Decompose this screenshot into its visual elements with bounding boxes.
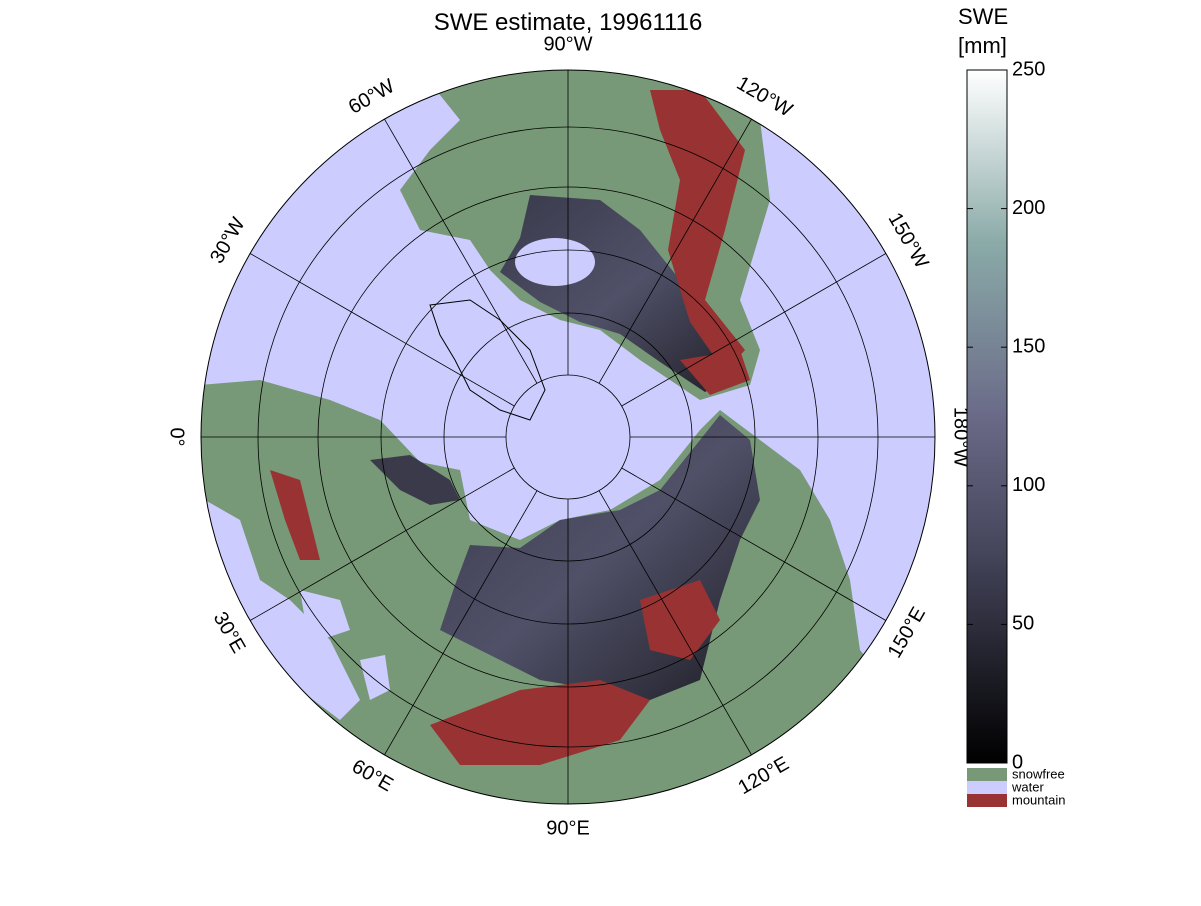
legend-label: mountain: [1012, 792, 1065, 807]
meridian-label: 90°E: [546, 817, 590, 839]
meridian: [249, 467, 515, 621]
colorbar: [966, 69, 1008, 764]
meridian: [384, 490, 538, 756]
scandinavia-snow: [370, 455, 460, 505]
meridian: [621, 253, 887, 407]
meridian-label: 30°E: [209, 608, 250, 657]
alaska-mountains: [680, 350, 750, 395]
colorbar-tick-label: 200: [1012, 197, 1045, 219]
baltic: [300, 590, 350, 640]
mediterranean: [205, 500, 360, 720]
legend-label: snowfree: [1012, 766, 1065, 781]
meridian: [621, 467, 887, 621]
map-border: [200, 69, 936, 805]
colorbar-tick-label: 100: [1012, 474, 1045, 496]
meridian-label: 0°: [166, 427, 188, 446]
caspian: [360, 655, 390, 700]
meridian: [598, 118, 752, 384]
meridian-label: 60°W: [345, 75, 399, 119]
colorbar-ticks: 0 50 100 150 200 250: [967, 58, 1045, 773]
colorbar-tick-label: 150: [1012, 335, 1045, 357]
legend-swatch: [967, 794, 1007, 807]
greenland: [429, 299, 546, 421]
legend-swatch: [967, 768, 1007, 781]
meridian: [598, 490, 752, 756]
meridian-label: 30°W: [206, 214, 250, 268]
colorbar-tick-label: 50: [1012, 613, 1034, 635]
meridian-label: 60°E: [348, 755, 397, 796]
hudson-bay: [515, 238, 595, 286]
asia-mountains: [430, 680, 650, 765]
legend-swatch: [967, 781, 1007, 794]
colorbar-label: [mm]: [958, 33, 1007, 58]
colorbar-tick-label: 0: [1012, 751, 1023, 773]
meridian-label: 180°W: [950, 407, 972, 467]
europe-mountains: [270, 470, 320, 560]
rockies: [650, 90, 745, 372]
meridian-label: 90°W: [543, 33, 592, 55]
title: SWE estimate, 19961116: [434, 9, 703, 36]
colorbar-tick-label: 250: [1012, 58, 1045, 80]
legend-label: water: [1011, 779, 1044, 794]
meridian: [249, 253, 515, 407]
map-disk: [201, 70, 935, 804]
meridian: [384, 118, 538, 384]
graticule: [201, 70, 935, 804]
colorbar-label: SWE: [958, 4, 1008, 29]
